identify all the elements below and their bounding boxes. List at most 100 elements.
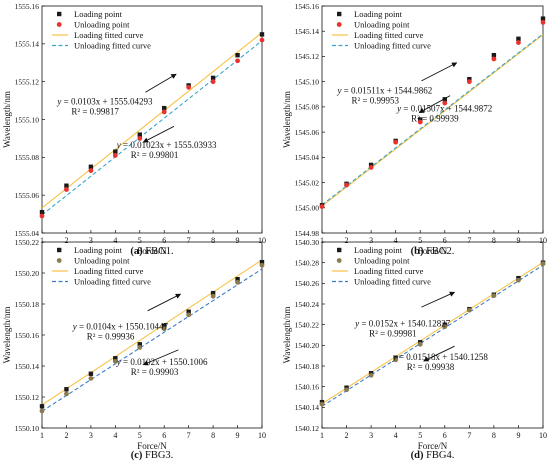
loading-direction-arrow <box>147 293 182 312</box>
y-tick-label: 1555.08 <box>15 153 40 162</box>
loading-fit-r2: R² = 0.99981 <box>369 329 417 339</box>
legend-entry-label: Unloading fitted curve <box>354 41 431 51</box>
loading-point <box>368 162 374 168</box>
legend-entry-label: Loading point <box>74 245 123 255</box>
chart-panel-4: 1 2 3 4 5 6 7 8 9 10 1540.12 1540.14 1540.16 1540.18 1… <box>282 238 547 461</box>
loading-point <box>442 97 447 102</box>
x-tick-label: 5 <box>418 236 422 245</box>
y-tick-label: 1540.28 <box>295 258 320 267</box>
loading-point <box>418 117 423 122</box>
x-tick-label: 2 <box>64 431 68 440</box>
legend-entry-label: Unloading point <box>354 20 410 30</box>
unloading-fit-equation: y = 0.01023x + 1555.03933 <box>116 140 217 150</box>
loading-point <box>88 164 94 169</box>
unloading-point <box>39 408 45 414</box>
unloading-fit-equation: y = 0.01518x + 1540.1258 <box>392 352 489 362</box>
y-tick-label: 1540.26 <box>295 279 320 288</box>
unloading-point <box>466 307 472 313</box>
chart-panel-1: 1 2 3 4 5 6 7 8 9 10 1555.04 1555.06 1555.08 1555.10 1… <box>2 2 266 257</box>
unloading-point <box>161 109 167 115</box>
plot-frame <box>321 241 544 429</box>
loading-point <box>162 105 167 111</box>
y-axis-label: Wavelength/nm <box>282 307 292 364</box>
legend-entry-label: Loading point <box>354 245 403 255</box>
loading-point <box>88 371 94 376</box>
loading-fit-equation: y = 0.0103x + 1555.04293 <box>56 97 153 107</box>
x-tick-label: 7 <box>467 431 471 440</box>
y-tick-label: 1550.14 <box>15 362 40 371</box>
y-axis-label: Wavelength/nm <box>282 91 292 148</box>
x-tick-label: 5 <box>138 236 142 245</box>
legend-unloading-point-symbol <box>56 22 62 27</box>
unloading-fitted-line <box>322 264 543 407</box>
y-tick-label: 1545.04 <box>295 153 320 162</box>
legend-entry-label: Unloading point <box>74 20 130 30</box>
x-tick-label: 9 <box>236 431 240 440</box>
y-tick-label: 1550.18 <box>15 300 40 309</box>
x-axis-label: Force/N <box>418 246 448 256</box>
legend-loading-point-symbol <box>337 11 342 17</box>
plot-frame <box>321 5 544 234</box>
unloading-point <box>88 376 94 381</box>
unloading-fitted-line <box>322 33 543 206</box>
loading-point <box>137 342 142 347</box>
y-tick-label: 1544.98 <box>295 229 320 238</box>
panel-caption: (c) FBG3. <box>131 450 174 461</box>
x-tick-label: 8 <box>211 236 215 245</box>
unloading-point <box>491 56 497 62</box>
unloading-point <box>319 204 325 209</box>
unloading-point <box>161 326 167 332</box>
y-tick-label: 1555.12 <box>15 77 40 86</box>
y-tick-label: 1540.22 <box>295 320 320 329</box>
x-tick-label: 8 <box>492 236 496 245</box>
unloading-point <box>442 324 448 330</box>
legend-entry-label: Unloading fitted curve <box>74 277 151 287</box>
unloading-fit-equation: y = 0.0102x + 1550.1006 <box>116 357 208 367</box>
x-tick-label: 5 <box>418 431 422 440</box>
unloading-point <box>344 182 349 188</box>
x-tick-label: 4 <box>394 431 398 440</box>
loading-point <box>64 387 69 392</box>
panel-caption: (a) FBG1. <box>130 246 173 257</box>
legend-entry-label: Unloading point <box>74 256 130 266</box>
unloading-point <box>186 84 192 90</box>
unloading-point <box>319 401 325 407</box>
loading-fitted-line <box>42 259 262 406</box>
x-tick-label: 8 <box>211 431 215 440</box>
y-tick-label: 1555.10 <box>15 115 40 124</box>
chart-panel-2: 1 2 3 4 5 6 7 8 9 10 1544.98 1545.00 1545.02 1545.04 1… <box>282 2 547 257</box>
unloading-fit-r2: R² = 0.99801 <box>131 150 179 160</box>
unloading-point <box>466 79 472 85</box>
loading-point <box>162 323 167 328</box>
x-tick-label: 4 <box>113 431 117 440</box>
x-tick-label: 9 <box>236 236 240 245</box>
x-tick-label: 2 <box>345 431 349 440</box>
x-axis-label: Force/N <box>418 441 448 451</box>
loading-direction-arrow <box>145 73 177 93</box>
y-tick-label: 1545.08 <box>295 103 320 112</box>
unloading-point <box>39 213 45 219</box>
unloading-point <box>516 277 521 283</box>
y-tick-label: 1550.12 <box>15 393 40 402</box>
y-tick-label: 1540.14 <box>295 403 320 412</box>
x-tick-label: 2 <box>64 236 68 245</box>
unloading-point <box>259 37 265 43</box>
x-tick-label: 10 <box>258 431 266 440</box>
loading-point <box>64 183 69 188</box>
loading-point <box>259 259 265 265</box>
y-tick-label: 1540.24 <box>295 300 320 309</box>
x-tick-label: 1 <box>40 236 44 245</box>
unloading-point <box>186 312 192 318</box>
x-tick-label: 8 <box>492 431 496 440</box>
unloading-fit-r2: R² = 0.99939 <box>411 114 459 124</box>
unloading-fit-equation: y = 0.01507x + 1544.9872 <box>396 104 492 114</box>
loading-fit-r2: R² = 0.99953 <box>351 95 399 105</box>
unloading-point <box>540 261 546 267</box>
x-tick-label: 3 <box>369 431 373 440</box>
x-tick-label: 10 <box>258 236 266 245</box>
loading-point <box>540 16 546 21</box>
loading-point <box>491 52 497 58</box>
legend-unloading-point-symbol <box>56 258 62 263</box>
unloading-fit-r2: R² = 0.99938 <box>407 362 455 372</box>
unloading-point <box>442 100 448 106</box>
